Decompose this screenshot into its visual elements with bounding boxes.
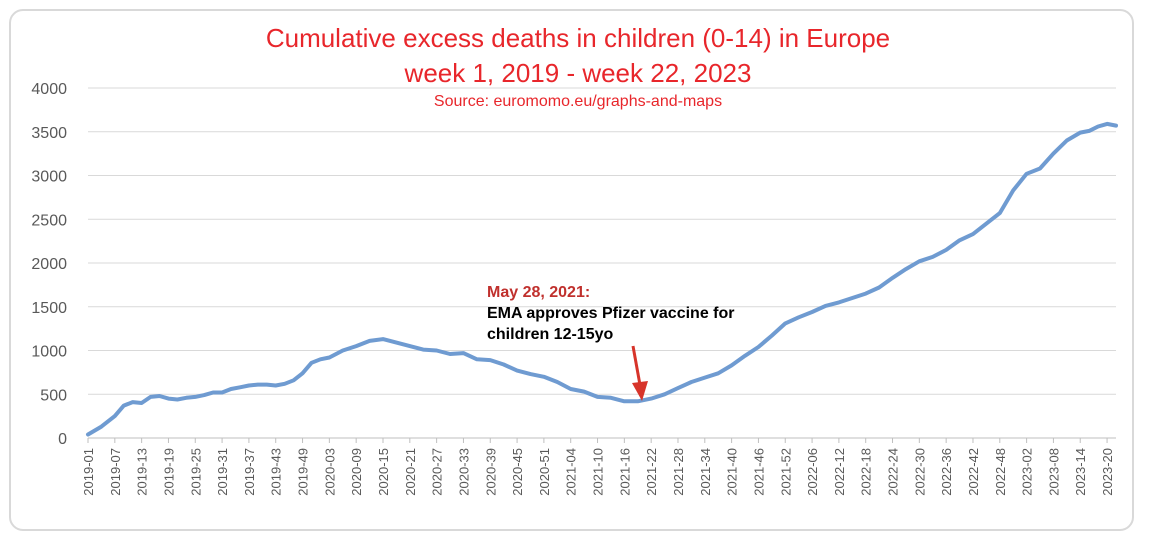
x-tick-label: 2022-42: [966, 448, 981, 496]
x-axis-ticks: 2019-01 2019-07 2019-13 2019-19 2019-25 2019-…: [81, 438, 1115, 496]
x-tick-label: 2020-33: [456, 448, 471, 496]
x-tick-label: 2023-08: [1046, 448, 1061, 496]
y-tick-label: 0: [58, 431, 67, 448]
x-tick-label: 2023-20: [1100, 448, 1115, 496]
x-tick-label: 2021-34: [698, 448, 713, 496]
x-tick-label: 2020-51: [537, 448, 552, 496]
x-tick-label: 2021-16: [617, 448, 632, 496]
x-tick-label: 2022-36: [939, 448, 954, 496]
y-tick-label: 1500: [31, 300, 67, 317]
annotation-text-line-2: children 12-15yo: [487, 326, 614, 343]
x-tick-label: 2021-46: [751, 448, 766, 496]
x-tick-label: 2019-31: [215, 448, 230, 496]
x-tick-label: 2019-25: [188, 448, 203, 496]
x-tick-label: 2023-14: [1073, 448, 1088, 496]
x-tick-label: 2019-01: [81, 448, 96, 496]
y-tick-label: 3000: [31, 169, 67, 186]
chart-frame: [9, 9, 1134, 531]
chart-source: Source: euromomo.eu/graphs-and-maps: [434, 93, 722, 110]
x-tick-label: 2020-03: [322, 448, 337, 496]
x-tick-label: 2021-28: [671, 448, 686, 496]
x-tick-label: 2019-37: [242, 448, 257, 496]
x-tick-label: 2022-48: [993, 448, 1008, 496]
x-tick-label: 2022-12: [832, 448, 847, 496]
x-tick-label: 2020-15: [376, 448, 391, 496]
x-tick-label: 2019-43: [269, 448, 284, 496]
y-tick-label: 500: [40, 387, 67, 404]
x-tick-label: 2021-22: [644, 448, 659, 496]
y-tick-label: 4000: [31, 81, 67, 98]
x-tick-label: 2022-24: [886, 448, 901, 496]
x-tick-label: 2022-30: [912, 448, 927, 496]
annotation-date: May 28, 2021:: [487, 284, 590, 301]
x-tick-label: 2019-19: [161, 448, 176, 496]
y-tick-label: 1000: [31, 344, 67, 361]
x-tick-label: 2021-04: [564, 448, 579, 496]
x-tick-label: 2022-18: [859, 448, 874, 496]
y-tick-label: 2000: [31, 256, 67, 273]
x-tick-label: 2020-39: [483, 448, 498, 496]
x-tick-label: 2020-21: [403, 448, 418, 496]
y-axis-ticks: 0 500 1000 1500 2000 2500 3000 3500 4000: [31, 81, 67, 448]
x-tick-label: 2021-40: [725, 448, 740, 496]
x-tick-label: 2021-10: [591, 448, 606, 496]
series-line: [86, 121, 1118, 437]
x-tick-label: 2019-07: [108, 448, 123, 496]
x-tick-label: 2022-06: [805, 448, 820, 496]
y-tick-label: 2500: [31, 212, 67, 229]
chart-subtitle: week 1, 2019 - week 22, 2023: [404, 58, 752, 88]
annotation-arrow: [631, 345, 648, 401]
x-tick-label: 2019-13: [135, 448, 150, 496]
y-tick-label: 3500: [31, 125, 67, 142]
x-tick-label: 2020-45: [510, 448, 525, 496]
chart-title: Cumulative excess deaths in children (0-…: [266, 23, 890, 53]
x-tick-label: 2023-02: [1020, 448, 1035, 496]
x-tick-label: 2019-49: [296, 448, 311, 496]
x-tick-label: 2020-09: [349, 448, 364, 496]
gridlines: [88, 87, 1116, 395]
annotation-text-line-1: EMA approves Pfizer vaccine for: [487, 305, 735, 322]
x-tick-label: 2021-52: [778, 448, 793, 496]
x-tick-label: 2020-27: [430, 448, 445, 496]
